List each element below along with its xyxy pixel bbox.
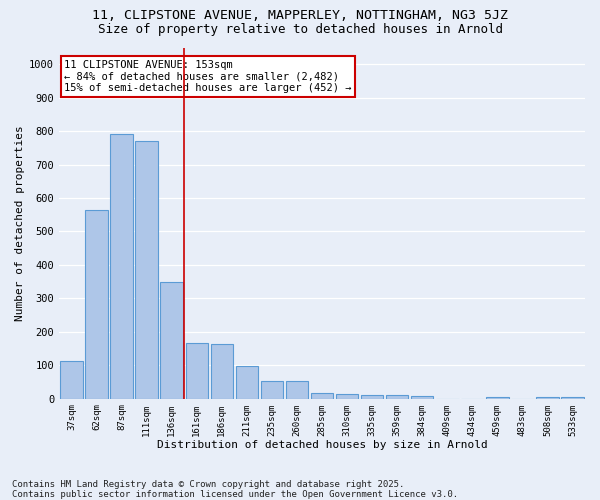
Bar (60, 362, 83, 399)
Bar (85, 210, 108, 398)
Text: Size of property relative to detached houses in Arnold: Size of property relative to detached ho… (97, 22, 503, 36)
Bar (486, 397, 509, 398)
Text: 11, CLIPSTONE AVENUE, MAPPERLEY, NOTTINGHAM, NG3 5JZ: 11, CLIPSTONE AVENUE, MAPPERLEY, NOTTING… (92, 9, 508, 22)
Bar (561, 397, 584, 398)
Bar (386, 396, 409, 398)
Bar (136, 141, 158, 399)
Bar (286, 382, 308, 398)
Bar (260, 382, 283, 398)
Y-axis label: Number of detached properties: Number of detached properties (15, 125, 25, 321)
Bar (361, 394, 383, 398)
Bar (211, 344, 233, 399)
Bar (160, 282, 183, 399)
Bar (110, 134, 133, 398)
Bar (185, 342, 208, 398)
Text: 11 CLIPSTONE AVENUE: 153sqm
← 84% of detached houses are smaller (2,482)
15% of : 11 CLIPSTONE AVENUE: 153sqm ← 84% of det… (64, 60, 352, 93)
Bar (536, 397, 559, 398)
Text: Contains HM Land Registry data © Crown copyright and database right 2025.
Contai: Contains HM Land Registry data © Crown c… (12, 480, 458, 499)
Bar (311, 392, 333, 398)
Bar (411, 396, 433, 398)
Bar (236, 366, 258, 398)
Bar (336, 394, 358, 398)
X-axis label: Distribution of detached houses by size in Arnold: Distribution of detached houses by size … (157, 440, 487, 450)
